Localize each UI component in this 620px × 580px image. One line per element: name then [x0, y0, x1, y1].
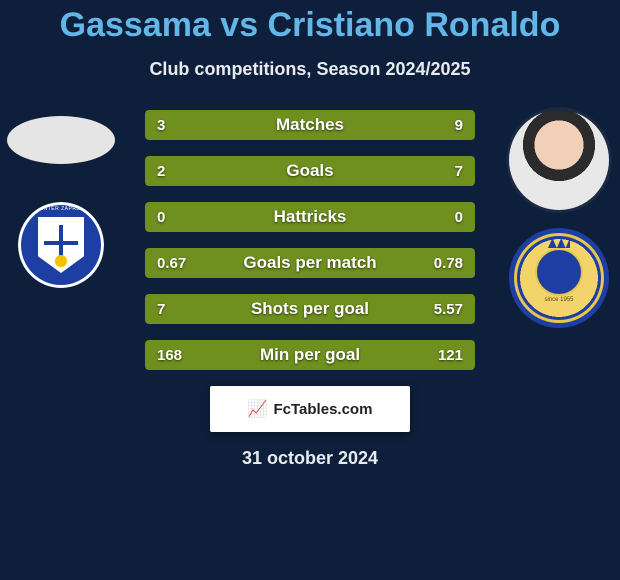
chart-icon: 📈: [248, 399, 268, 419]
stat-label: Shots per goal: [147, 299, 473, 319]
stat-row: 2Goals7: [145, 156, 475, 186]
stat-label: Min per goal: [147, 345, 473, 365]
left-player-column: NK INTER ZAPREŠIĆ: [6, 110, 116, 288]
stat-left-value: 0: [157, 209, 165, 226]
stat-label: Goals: [147, 161, 473, 181]
subtitle: Club competitions, Season 2024/2025: [0, 59, 620, 80]
right-player-column: since 1955: [504, 110, 614, 328]
stat-row: 3Matches9: [145, 110, 475, 140]
stat-label: Goals per match: [147, 253, 473, 273]
player-right-avatar: [509, 110, 609, 210]
snapshot-date: 31 october 2024: [10, 448, 610, 469]
player-left-club-badge: NK INTER ZAPREŠIĆ: [18, 202, 104, 288]
stat-left-value: 7: [157, 301, 165, 318]
player-left-avatar: [7, 116, 115, 164]
stat-row: 0Hattricks0: [145, 202, 475, 232]
stat-right-value: 0: [455, 209, 463, 226]
stat-left-value: 3: [157, 117, 165, 134]
stat-right-value: 9: [455, 117, 463, 134]
page-title: Gassama vs Cristiano Ronaldo: [0, 0, 620, 45]
stats-table: 3Matches92Goals70Hattricks00.67Goals per…: [145, 110, 475, 370]
stat-left-value: 0.67: [157, 255, 186, 272]
crown-icon: [548, 238, 570, 248]
ball-icon: [55, 255, 67, 267]
club-badge-text: NK INTER ZAPREŠIĆ: [18, 206, 104, 212]
stat-row: 168Min per goal121: [145, 340, 475, 370]
comparison-body: NK INTER ZAPREŠIĆ since 1955 3Matches92G…: [0, 110, 620, 469]
player-right-club-badge: since 1955: [509, 228, 609, 328]
stat-label: Matches: [147, 115, 473, 135]
stat-left-value: 2: [157, 163, 165, 180]
stat-label: Hattricks: [147, 207, 473, 227]
stat-left-value: 168: [157, 347, 182, 364]
stat-right-value: 121: [438, 347, 463, 364]
branding-text: FcTables.com: [274, 401, 373, 418]
club-banner-text: since 1955: [540, 296, 577, 304]
globe-icon: [537, 250, 581, 294]
stat-right-value: 0.78: [434, 255, 463, 272]
branding-badge[interactable]: 📈 FcTables.com: [210, 386, 410, 432]
stat-right-value: 5.57: [434, 301, 463, 318]
stat-right-value: 7: [455, 163, 463, 180]
stat-row: 7Shots per goal5.57: [145, 294, 475, 324]
stat-row: 0.67Goals per match0.78: [145, 248, 475, 278]
